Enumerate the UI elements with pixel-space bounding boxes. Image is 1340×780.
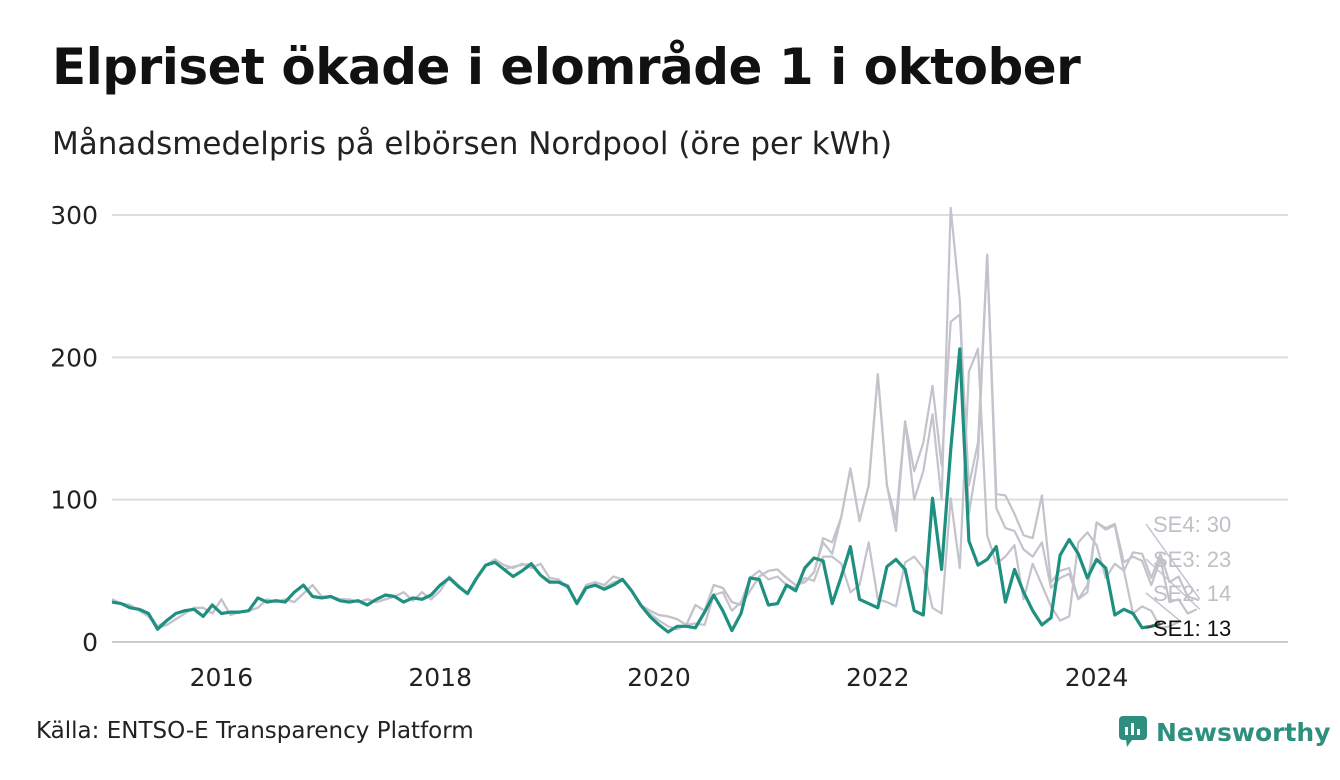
x-axis-ticks: 2016 2018 2020 2022 2024 [190, 663, 1129, 692]
series-line-se3 [111, 206, 1198, 629]
label-leader-se1 [1145, 622, 1164, 629]
series-labels: SE4: 30 SE3: 23 SE2: 14 SE1: 13 [1145, 512, 1231, 641]
series-label-se3: SE3: 23 [1153, 547, 1231, 572]
y-tick-label: 0 [82, 628, 98, 657]
x-tick-label: 2018 [408, 663, 472, 692]
series-line-se4 [111, 253, 1198, 629]
grid-lines [112, 214, 1288, 643]
label-leader-se4 [1145, 523, 1201, 600]
source-note: Källa: ENTSO-E Transparency Platform [36, 718, 474, 744]
series-label-se2: SE2: 14 [1153, 581, 1231, 606]
series-label-se4: SE4: 30 [1153, 512, 1231, 537]
series-line-se2 [111, 347, 1180, 631]
chart-title: Elpriset ökade i elområde 1 i oktober [52, 38, 1081, 96]
newsworthy-logo-icon [1119, 716, 1147, 747]
x-tick-label: 2020 [627, 663, 691, 692]
series-lines [111, 206, 1198, 634]
y-tick-label: 100 [50, 486, 98, 515]
x-tick-label: 2024 [1065, 663, 1129, 692]
x-tick-label: 2022 [846, 663, 910, 692]
brand-logo[interactable]: Newsworthy [1118, 714, 1331, 750]
chart-subtitle: Månadsmedelpris på elbörsen Nordpool (ör… [52, 126, 893, 162]
series-label-se1: SE1: 13 [1153, 616, 1231, 641]
brand-name: Newsworthy [1156, 717, 1331, 747]
x-tick-label: 2016 [190, 663, 254, 692]
series-line-se1 [111, 347, 1161, 634]
y-tick-label: 300 [50, 201, 98, 230]
label-leader-se2 [1145, 592, 1183, 623]
label-leader-se3 [1145, 558, 1201, 610]
y-axis-ticks: 0 100 200 300 [50, 201, 98, 657]
y-tick-label: 200 [50, 343, 98, 372]
